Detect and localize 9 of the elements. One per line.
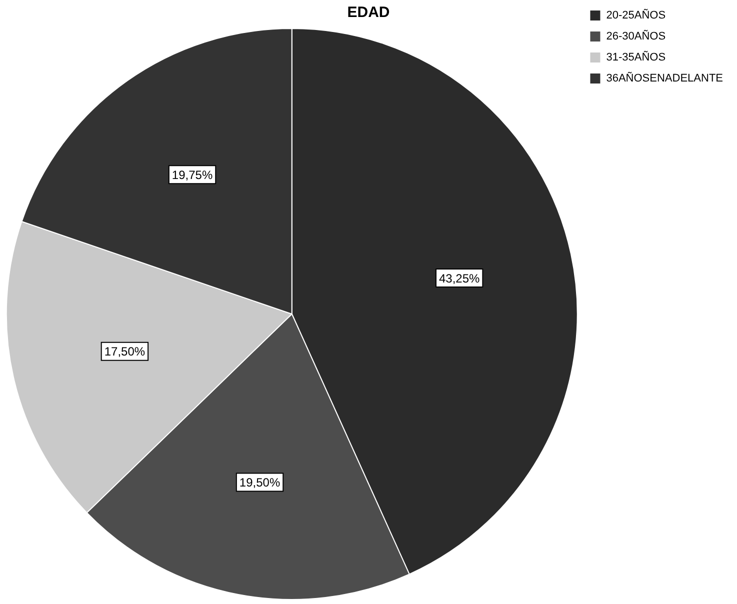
legend-label: 20-25AÑOS [606,8,666,22]
chart-title: EDAD [347,4,390,22]
data-label: 17,50% [104,344,146,359]
data-label: 19,75% [172,168,213,182]
legend-label: 36AÑOSENADELANTE [606,72,724,85]
legend-label: 31-35AÑOS [606,50,666,64]
legend-label: 26-30AÑOS [606,30,666,43]
data-label: 19,50% [239,476,280,490]
data-label: 43,25% [438,271,480,286]
